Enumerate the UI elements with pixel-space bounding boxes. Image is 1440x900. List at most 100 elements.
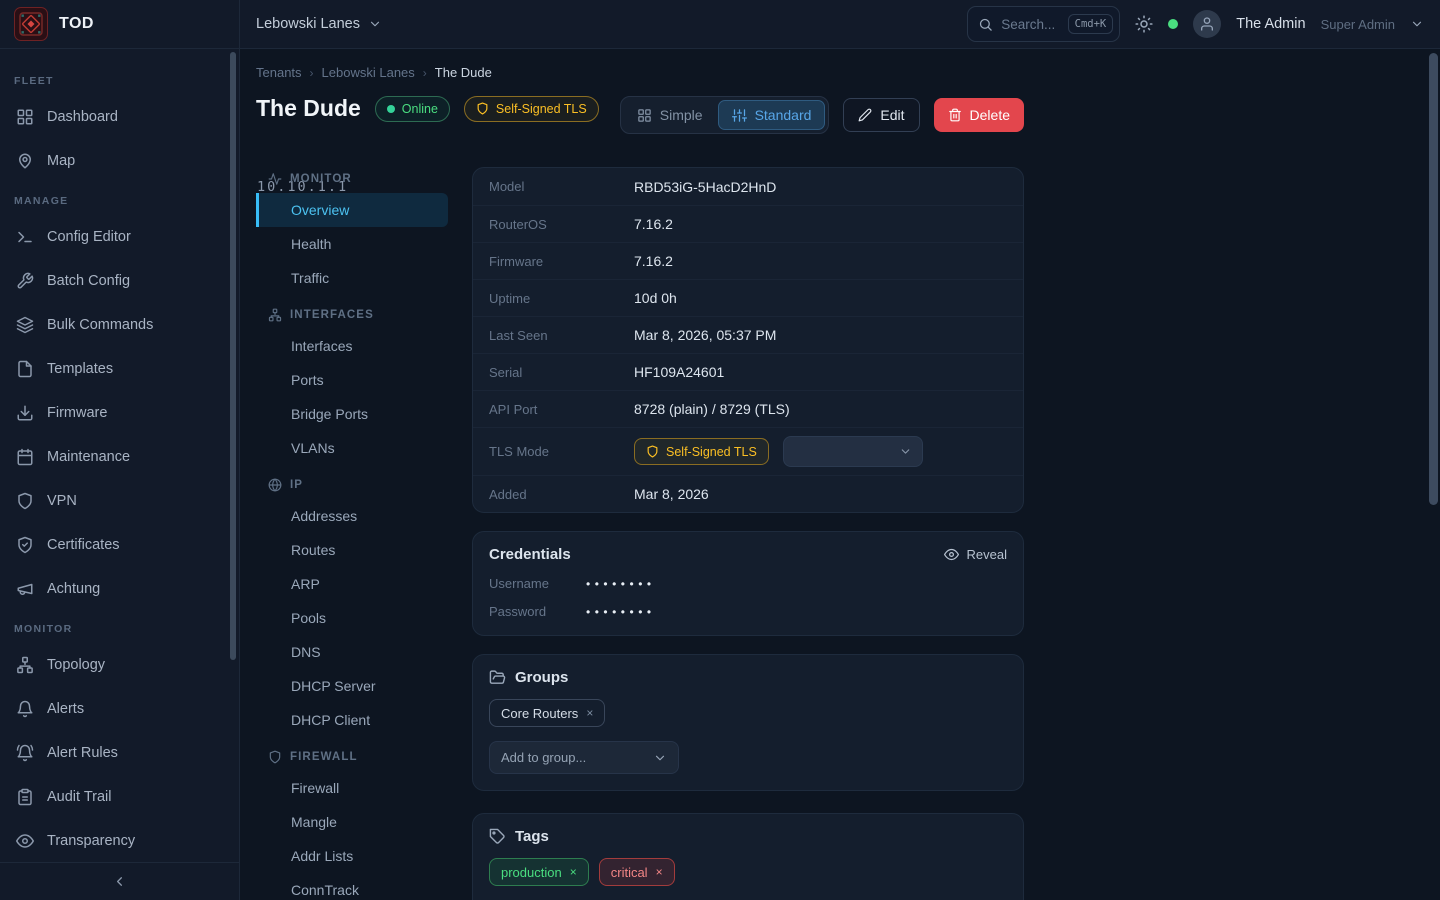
breadcrumb-tenants[interactable]: Tenants [256, 65, 302, 80]
subnav-section-label: FIREWALL [290, 751, 358, 763]
tag-chip-label: critical [610, 864, 648, 880]
calendar-icon [16, 448, 34, 466]
subnav-section-label: MONITOR [290, 173, 352, 185]
subnav-item-overview[interactable]: Overview [256, 193, 448, 227]
subnav-item-mangle[interactable]: Mangle [291, 814, 337, 830]
sidebar-item-dashboard[interactable]: Dashboard [0, 95, 239, 139]
sidebar-header: TOD [0, 0, 239, 49]
globe-icon [268, 478, 282, 492]
detail-row-uptime: Uptime 10d 0h [473, 279, 1023, 316]
subnav-item-ports[interactable]: Ports [291, 372, 324, 388]
sidebar-item-audit-trail[interactable]: Audit Trail [0, 775, 239, 819]
sidebar-item-vpn[interactable]: VPN [0, 479, 239, 523]
sidebar-item-map[interactable]: Map [0, 139, 239, 183]
detail-row-serial: Serial HF109A24601 [473, 353, 1023, 390]
subnav-item-conntrack[interactable]: ConnTrack [291, 882, 359, 898]
breadcrumb-current: The Dude [434, 65, 492, 80]
tls-mode-badge-label: Self-Signed TLS [666, 444, 757, 459]
subnav-item-traffic[interactable]: Traffic [291, 270, 330, 286]
sidebar-item-label: Certificates [47, 537, 120, 553]
detail-value: RBD53iG-5HacD2HnD [634, 178, 777, 195]
subnav-item-dhcp-client[interactable]: DHCP Client [291, 712, 371, 728]
search-placeholder: Search... [1001, 16, 1056, 32]
detail-value: Mar 8, 2026, 05:37 PM [634, 327, 777, 343]
remove-tag-icon[interactable]: × [569, 865, 577, 879]
tls-badge: Self-Signed TLS [463, 95, 599, 122]
chevron-left-icon [112, 874, 127, 889]
subnav-item-dhcp-server[interactable]: DHCP Server [291, 678, 376, 694]
reveal-button[interactable]: Reveal [943, 547, 1007, 562]
sidebar-item-label: Alert Rules [47, 745, 118, 761]
sidebar-item-label: Map [47, 153, 76, 169]
user-name: The Admin [1236, 16, 1306, 32]
detail-value: 8728 (plain) / 8729 (TLS) [634, 401, 790, 417]
user-avatar[interactable] [1193, 10, 1222, 38]
view-mode-standard-label: Standard [754, 107, 812, 123]
sidebar-item-templates[interactable]: Templates [0, 347, 239, 391]
subnav-item-interfaces[interactable]: Interfaces [291, 338, 353, 354]
sidebar-item-batch-config[interactable]: Batch Config [0, 259, 239, 303]
user-menu-chevron-icon[interactable] [1410, 17, 1424, 31]
credential-row-username: Username •••••••• [489, 576, 1007, 591]
view-mode-simple-label: Simple [659, 107, 703, 123]
sidebar-item-firmware[interactable]: Firmware [0, 391, 239, 435]
sidebar-item-certificates[interactable]: Certificates [0, 523, 239, 567]
sidebar-item-alerts[interactable]: Alerts [0, 687, 239, 731]
sidebar-item-maintenance[interactable]: Maintenance [0, 435, 239, 479]
activity-icon [268, 172, 282, 186]
sidebar-item-alert-rules[interactable]: Alert Rules [0, 731, 239, 775]
subnav-item-dns[interactable]: DNS [291, 644, 321, 660]
subnav-item-addr-lists[interactable]: Addr Lists [291, 848, 354, 864]
subnav-item-addresses[interactable]: Addresses [291, 508, 358, 524]
page-header: The Dude Online Self-Signed TLS [256, 95, 599, 122]
subnav-section-monitor: MONITOR [256, 165, 448, 193]
detail-row-api-port: API Port 8728 (plain) / 8729 (TLS) [473, 390, 1023, 427]
chevron-down-icon [899, 445, 912, 458]
credentials-title: Credentials [489, 546, 571, 563]
layers-icon [16, 316, 34, 334]
tenant-switcher[interactable]: Lebowski Lanes [256, 16, 382, 32]
view-mode-toggle: Simple Standard [619, 96, 830, 134]
sidebar-scrollbar[interactable] [230, 52, 236, 660]
edit-button[interactable]: Edit [843, 98, 920, 132]
sidebar-item-achtung[interactable]: Achtung [0, 567, 239, 611]
view-mode-simple-button[interactable]: Simple [624, 100, 716, 130]
sidebar-item-config-editor[interactable]: Config Editor [0, 215, 239, 259]
download-icon [16, 404, 34, 422]
sidebar-item-bulk-commands[interactable]: Bulk Commands [0, 303, 239, 347]
breadcrumb-tenant[interactable]: Lebowski Lanes [321, 65, 415, 80]
main-scrollbar[interactable] [1429, 53, 1438, 505]
remove-group-icon[interactable]: × [586, 706, 594, 720]
page-title: The Dude [256, 95, 361, 121]
sidebar: TOD FLEET Dashboard Map MANAGE Config Ed… [0, 0, 240, 900]
subnav-item-pools[interactable]: Pools [291, 610, 327, 626]
groups-card: Groups Core Routers × Add to group... [472, 654, 1024, 791]
tls-mode-badge: Self-Signed TLS [634, 438, 769, 465]
sidebar-item-transparency[interactable]: Transparency [0, 819, 239, 863]
sidebar-collapse-button[interactable] [106, 870, 134, 894]
shield-icon [16, 492, 34, 510]
add-to-group-select[interactable]: Add to group... [489, 741, 679, 774]
search-input[interactable]: Search... Cmd+K [967, 6, 1121, 42]
subnav-item-firewall[interactable]: Firewall [291, 780, 340, 796]
remove-tag-icon[interactable]: × [655, 865, 663, 879]
subnav-item-vlans[interactable]: VLANs [291, 440, 335, 456]
subnav-item-arp[interactable]: ARP [291, 576, 320, 592]
sidebar-item-label: Dashboard [47, 109, 118, 125]
delete-button[interactable]: Delete [933, 98, 1024, 132]
subnav-item-routes[interactable]: Routes [291, 542, 336, 558]
subnav-item-bridge-ports[interactable]: Bridge Ports [291, 406, 369, 422]
sidebar-item-label: Bulk Commands [47, 317, 154, 333]
subnav-item-health[interactable]: Health [291, 236, 332, 252]
tls-mode-select[interactable] [782, 436, 923, 467]
view-mode-standard-button[interactable]: Standard [717, 100, 826, 130]
reveal-button-label: Reveal [966, 547, 1007, 562]
app-logo-icon[interactable] [14, 7, 48, 41]
chevron-down-icon [368, 17, 382, 31]
sidebar-item-label: Topology [47, 657, 106, 673]
tags-card: Tags production × critical × Add tag... [472, 813, 1024, 900]
theme-toggle-sun-icon[interactable] [1135, 15, 1153, 33]
sidebar-item-topology[interactable]: Topology [0, 643, 239, 687]
header-actions: Simple Standard Edit Delete [472, 96, 1024, 134]
